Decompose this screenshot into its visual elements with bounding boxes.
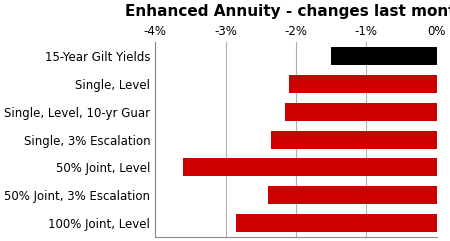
Bar (331, 47, 436, 65)
Bar (271, 131, 436, 149)
Bar (268, 186, 436, 204)
Bar (285, 103, 436, 121)
Title: Enhanced Annuity - changes last month: Enhanced Annuity - changes last month (125, 4, 450, 19)
Bar (236, 214, 436, 232)
Bar (183, 158, 436, 176)
Bar (289, 75, 436, 93)
